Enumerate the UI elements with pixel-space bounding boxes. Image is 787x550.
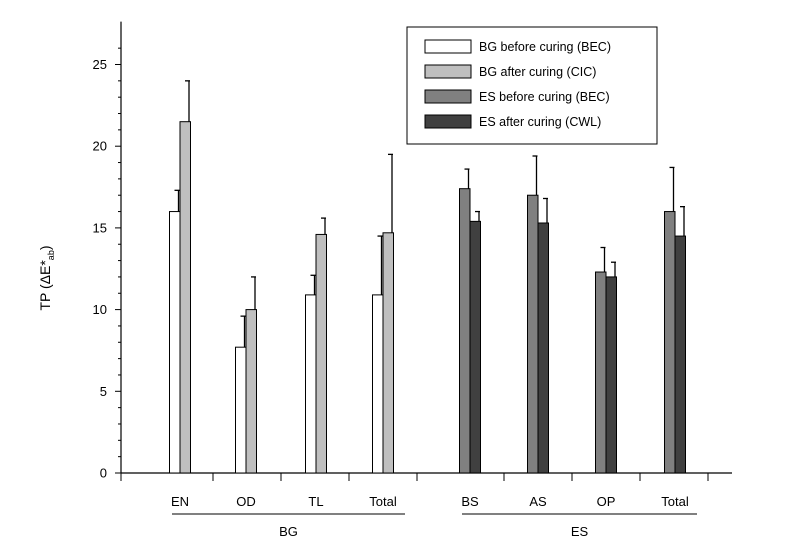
bar — [664, 211, 676, 474]
x-category-label: TL — [308, 494, 323, 509]
bar — [459, 188, 471, 474]
legend-label: BG before curing (BEC) — [479, 40, 611, 54]
y-tick-label: 15 — [93, 220, 107, 235]
bar — [469, 220, 481, 474]
y-tick-label: 20 — [93, 139, 107, 154]
x-category-label: OD — [236, 494, 256, 509]
legend-label: ES before curing (BEC) — [479, 90, 610, 104]
y-tick-label: 0 — [100, 466, 107, 481]
y-axis-label-close: ) — [37, 245, 53, 250]
bar — [169, 211, 181, 474]
bar — [372, 294, 384, 474]
y-axis-label: TP (ΔE*ab) — [37, 245, 56, 310]
bar — [235, 346, 247, 474]
x-category-label: Total — [661, 494, 689, 509]
bar — [315, 233, 327, 474]
legend-swatch — [424, 114, 472, 129]
legend-swatch — [424, 39, 472, 54]
bar — [382, 232, 394, 474]
legend-label: ES after curing (CWL) — [479, 115, 601, 129]
legend-swatch — [424, 89, 472, 104]
x-category-label: EN — [171, 494, 189, 509]
x-category-label: BS — [461, 494, 479, 509]
legend-swatch — [424, 64, 472, 79]
bar — [605, 276, 617, 474]
bar — [179, 121, 191, 474]
group-label: BG — [279, 524, 298, 539]
bar — [527, 194, 539, 474]
bar — [305, 294, 317, 474]
x-category-label: OP — [597, 494, 616, 509]
axes — [115, 21, 732, 515]
legend-label: BG after curing (CIC) — [479, 65, 596, 79]
bar — [245, 309, 257, 474]
bar — [674, 235, 686, 474]
labels: 0 5 10 15 20 25 EN OD TL Total BG BS AS OP Total ES — [93, 57, 689, 539]
bar — [537, 222, 549, 474]
bars — [169, 80, 686, 474]
y-tick-label: 10 — [93, 302, 107, 317]
y-axis-label-subscript: ab — [46, 250, 56, 260]
y-tick-label: 5 — [100, 384, 107, 399]
legend: BG before curing (BEC) BG after curing (C… — [406, 26, 658, 145]
y-tick-label: 25 — [93, 57, 107, 72]
x-category-label: Total — [369, 494, 397, 509]
x-category-label: AS — [529, 494, 547, 509]
bar — [595, 271, 607, 474]
group-label: ES — [571, 524, 589, 539]
